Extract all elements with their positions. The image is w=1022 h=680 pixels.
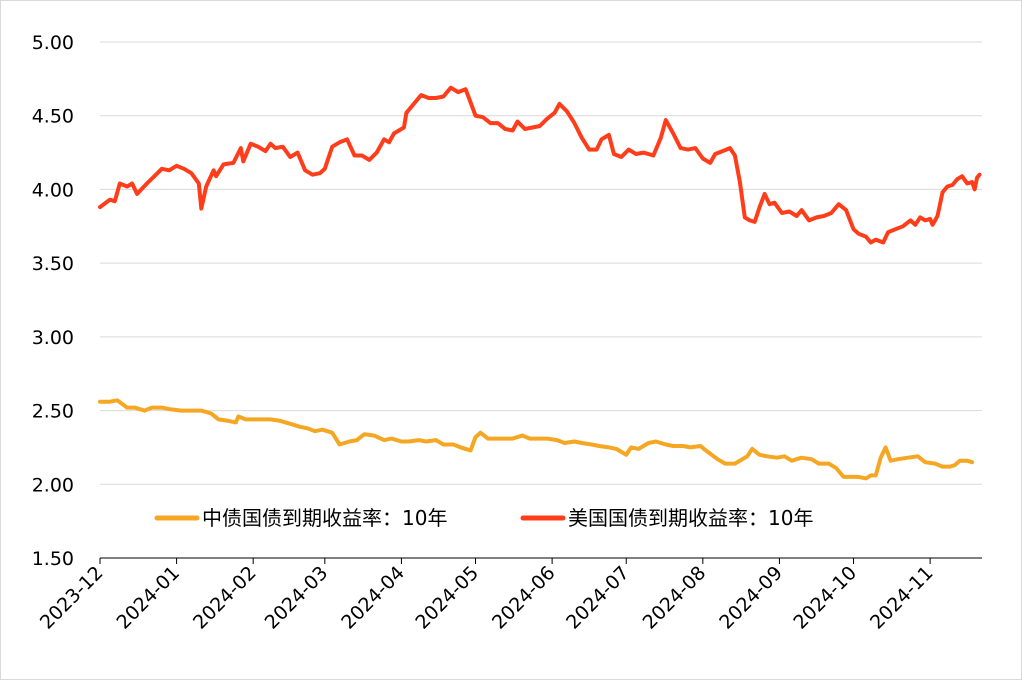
- y-tick-label: 4.50: [32, 106, 74, 128]
- y-tick-label: 1.50: [32, 548, 74, 570]
- y-tick-label: 5.00: [32, 32, 74, 54]
- x-tick-label: 2024-09: [715, 562, 787, 634]
- x-tick-label: 2024-03: [261, 562, 333, 634]
- x-tick-label: 2024-04: [337, 562, 409, 634]
- x-tick-label: 2024-11: [866, 562, 938, 634]
- legend: 中债国债到期收益率：10年 美国国债到期收益率：10年: [154, 506, 813, 530]
- x-tick-label: 2024-01: [112, 562, 184, 634]
- y-tick-label: 2.00: [32, 474, 74, 496]
- x-tick-label: 2024-02: [189, 562, 261, 634]
- x-tick-label: 2024-10: [789, 562, 861, 634]
- x-tick-label: 2024-06: [488, 562, 560, 634]
- y-tick-label: 3.50: [32, 253, 74, 275]
- legend-label-cn-10y: 中债国债到期收益率：10年: [202, 506, 447, 530]
- series-line-cn-10y: [98, 398, 975, 481]
- legend-label-us-10y: 美国国债到期收益率：10年: [568, 506, 813, 530]
- series-lines: [98, 85, 982, 481]
- grid-lines: [100, 41, 982, 485]
- x-tick-label: 2024-07: [562, 562, 634, 634]
- x-tick-label: 2023-12: [36, 562, 108, 634]
- x-tick-label: 2024-08: [639, 562, 711, 634]
- x-tick-label: 2024-05: [411, 562, 483, 634]
- y-tick-label: 2.50: [32, 401, 74, 423]
- y-tick-label: 4.00: [32, 179, 74, 201]
- y-tick-label: 3.00: [32, 327, 74, 349]
- series-line-us-10y: [98, 85, 982, 245]
